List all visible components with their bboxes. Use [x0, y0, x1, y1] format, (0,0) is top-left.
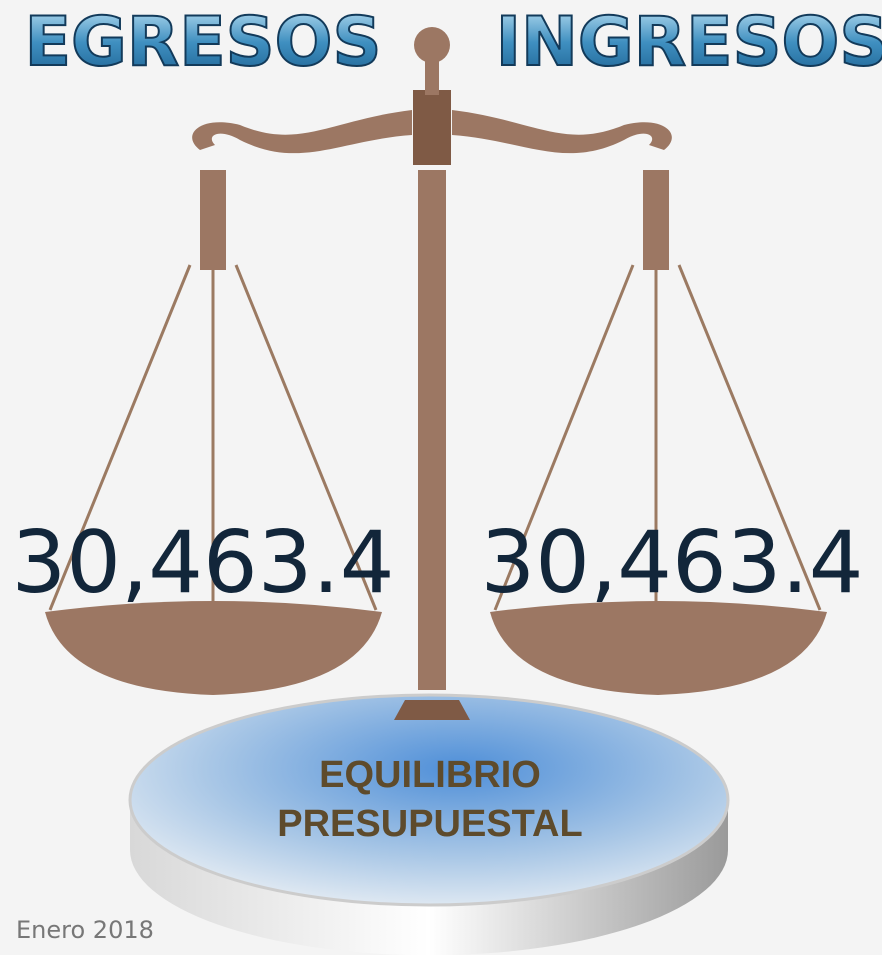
egresos-title: EGRESOS	[25, 3, 382, 82]
date: Enero 2018	[16, 916, 154, 944]
scale-frame	[45, 27, 827, 720]
egresos-amount: 30,463.4	[12, 513, 395, 613]
ingresos-title: INGRESOS	[496, 3, 882, 82]
ingresos-amount: 30,463.4	[481, 513, 864, 613]
base-label: PRESUPUESTAL	[277, 803, 582, 845]
infographic: EGRESOS INGRESOS 30,463.4 30,463.4 EQUIL…	[0, 0, 882, 955]
base-label: EQUILIBRIO	[319, 754, 541, 796]
